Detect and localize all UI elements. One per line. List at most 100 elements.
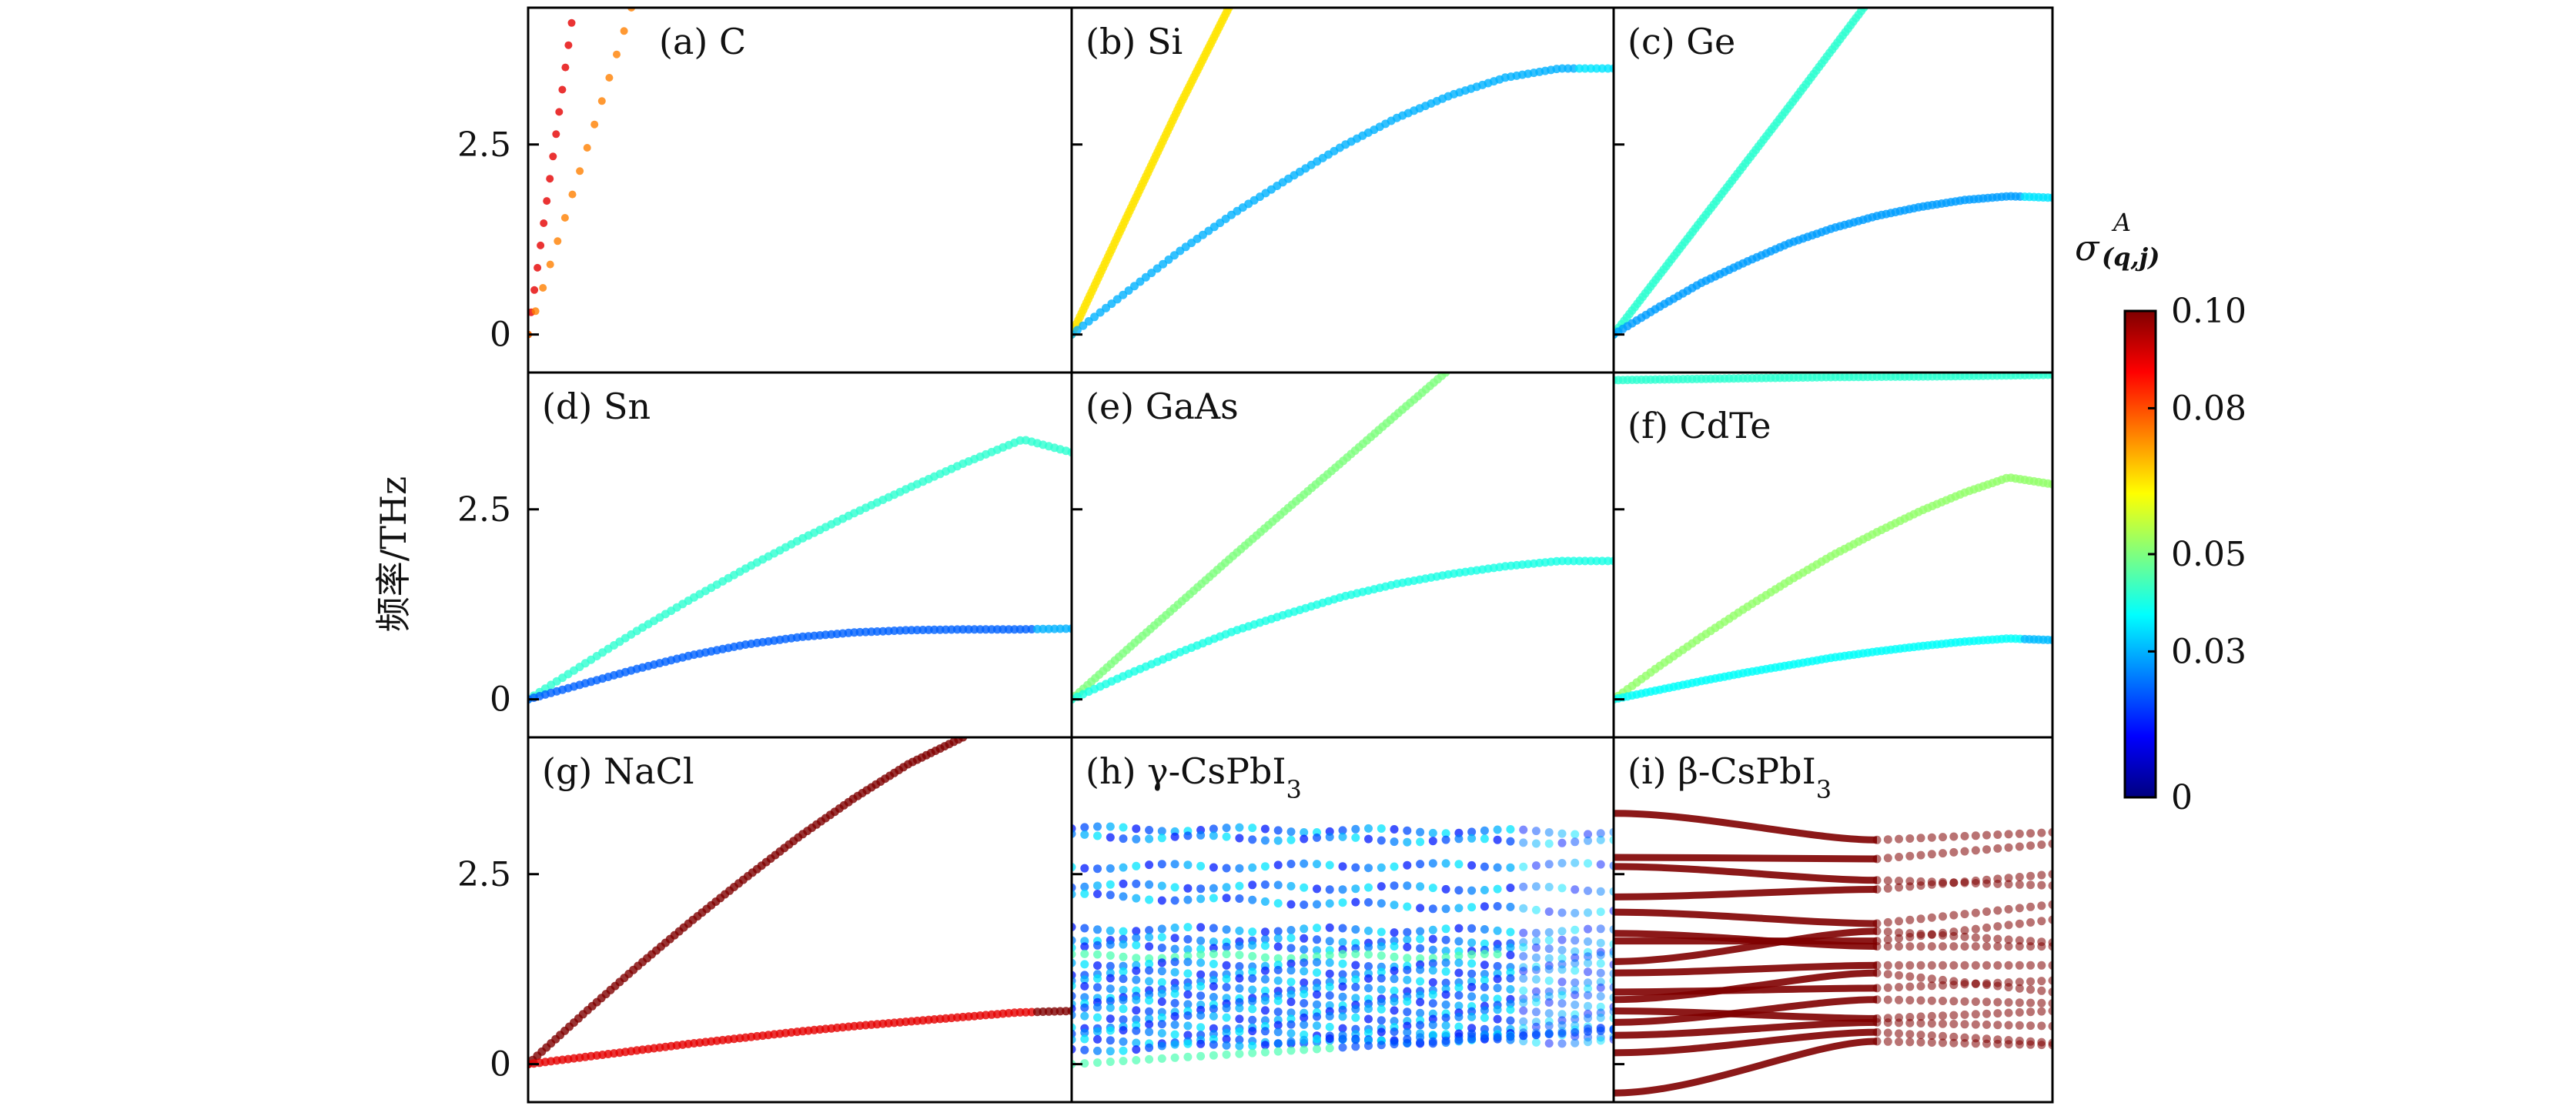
- point: [1428, 904, 1437, 914]
- point: [1119, 892, 1128, 901]
- point: [1493, 825, 1502, 834]
- point: [1916, 881, 1925, 890]
- point: [1971, 1020, 1980, 1029]
- point: [1428, 837, 1437, 846]
- point: [1183, 934, 1193, 944]
- panel-title-f: (f) CdTe: [1628, 405, 1771, 446]
- point: [1351, 884, 1360, 894]
- point: [1145, 1054, 1154, 1064]
- point: [1248, 927, 1257, 937]
- band-line: [1614, 810, 1878, 844]
- point: [1993, 934, 2002, 944]
- colorbar-tick-label: 0.03: [2171, 632, 2246, 671]
- point: [1416, 827, 1425, 837]
- point: [1584, 958, 1592, 967]
- point: [1080, 949, 1089, 958]
- point: [1596, 968, 1605, 977]
- point: [1971, 1039, 1980, 1048]
- point: [1080, 1045, 1089, 1054]
- point: [1080, 1059, 1089, 1068]
- point: [1325, 860, 1334, 870]
- point: [1493, 961, 1502, 971]
- point: [1183, 990, 1193, 999]
- point: [1106, 1014, 1115, 1024]
- point: [1093, 925, 1102, 934]
- series-d-LA: [528, 436, 1072, 704]
- point: [1905, 834, 1915, 843]
- point: [1196, 884, 1206, 894]
- point: [1196, 991, 1206, 1001]
- series-f-optical: [1614, 373, 2052, 385]
- point: [1183, 969, 1193, 978]
- point: [1939, 975, 1947, 984]
- point: [1403, 975, 1412, 984]
- point: [1480, 862, 1489, 871]
- point: [1183, 951, 1193, 961]
- point: [1364, 1041, 1373, 1051]
- point: [1364, 897, 1373, 907]
- point: [1916, 942, 1925, 951]
- point: [1273, 899, 1283, 908]
- point: [1939, 931, 1947, 940]
- point: [1183, 860, 1193, 870]
- point: [1325, 885, 1334, 894]
- point: [2015, 984, 2024, 993]
- point: [1584, 1038, 1592, 1047]
- point: [2004, 830, 2013, 839]
- panel-h: (h) γ-CsPbI3: [1070, 736, 1615, 1104]
- point: [1248, 967, 1257, 977]
- point: [1079, 321, 1088, 330]
- point: [1493, 902, 1502, 911]
- point: [1222, 974, 1231, 984]
- point: [1273, 942, 1283, 951]
- point: [1571, 908, 1580, 917]
- point: [2037, 998, 2046, 1007]
- point: [1971, 908, 1980, 917]
- point: [2026, 1021, 2035, 1031]
- point: [1248, 880, 1257, 890]
- point: [2004, 961, 2013, 970]
- point: [1454, 924, 1464, 933]
- point: [1377, 967, 1386, 977]
- point: [1157, 989, 1166, 998]
- point: [1993, 942, 2002, 951]
- colorbar-tick-label: 0.05: [2171, 535, 2246, 574]
- point: [1157, 827, 1166, 836]
- point: [1377, 836, 1386, 845]
- point: [2037, 917, 2046, 926]
- point: [1260, 897, 1270, 906]
- point: [1927, 930, 1936, 939]
- point: [1927, 913, 1936, 922]
- point: [1428, 925, 1437, 934]
- point: [1145, 1020, 1154, 1029]
- point: [1084, 317, 1093, 326]
- point: [1971, 997, 1980, 1006]
- point: [1364, 824, 1373, 833]
- point: [1093, 974, 1102, 983]
- series-f-LA: [1614, 473, 2052, 704]
- point: [1960, 847, 1969, 856]
- point: [2004, 921, 2013, 930]
- colorbar-tick-label: 0.08: [2171, 389, 2246, 428]
- point: [1557, 999, 1567, 1008]
- point: [1596, 951, 1605, 960]
- point: [1080, 981, 1089, 991]
- point: [2037, 1041, 2046, 1050]
- point: [2026, 1040, 2035, 1049]
- point: [1132, 954, 1141, 963]
- point: [537, 241, 545, 249]
- point: [1441, 1013, 1450, 1022]
- point: [2015, 998, 2024, 1007]
- point: [1428, 999, 1437, 1008]
- point: [1557, 859, 1567, 867]
- point: [1390, 952, 1399, 961]
- point: [1080, 823, 1089, 832]
- point: [1971, 846, 1980, 855]
- point: [1557, 838, 1567, 847]
- point: [1351, 1035, 1360, 1044]
- point: [1596, 992, 1605, 1001]
- point: [1584, 924, 1592, 934]
- point: [1531, 965, 1541, 974]
- point: [1106, 997, 1115, 1006]
